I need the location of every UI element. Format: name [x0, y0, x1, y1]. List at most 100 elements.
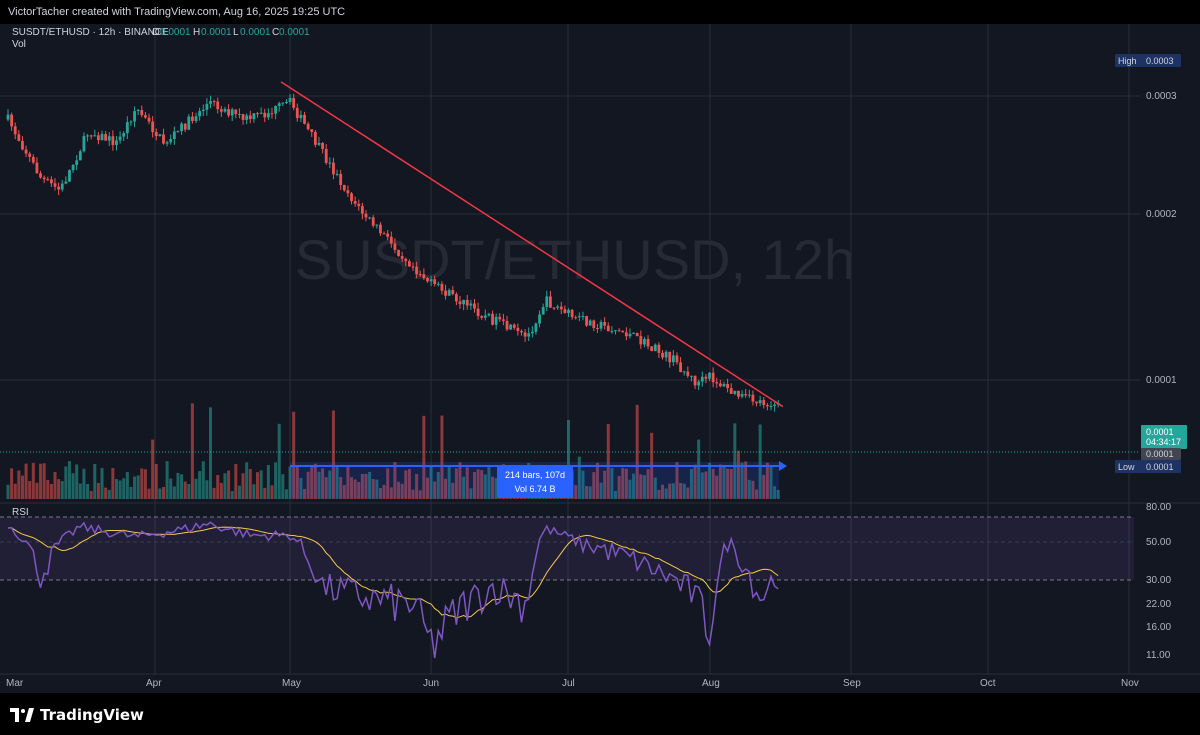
tradingview-logo[interactable]: TradingView	[10, 704, 144, 726]
volume-bar	[465, 467, 469, 499]
date-price-range-tool[interactable]: 214 bars, 107d Vol 6.74 B	[290, 461, 787, 498]
candle	[682, 370, 686, 376]
volume-bar	[317, 471, 321, 499]
candle-body	[169, 139, 173, 143]
candle-body	[194, 116, 198, 121]
candle	[454, 292, 458, 306]
candle-body	[527, 333, 531, 337]
candle-body	[404, 258, 408, 262]
volume-bar	[733, 423, 737, 499]
time-axis[interactable]: Mar Apr May Jun Jul Aug Sep Oct Nov	[6, 678, 1139, 689]
candle	[530, 326, 534, 338]
volume-bar	[183, 481, 187, 499]
volume-bar	[20, 475, 24, 499]
candle-body	[751, 394, 755, 402]
volume-bar	[190, 403, 194, 499]
candle-body	[42, 177, 46, 180]
candle	[483, 309, 487, 321]
candle	[711, 367, 715, 388]
candle	[722, 381, 726, 388]
candle-body	[183, 123, 187, 130]
candle	[97, 131, 100, 145]
candle-body	[389, 236, 393, 244]
volume-bar	[581, 470, 585, 499]
candle-body	[144, 115, 147, 118]
candle-body	[502, 319, 505, 321]
candle	[259, 107, 263, 115]
chart-canvas[interactable]: SUSDT/ETHUSD, 12h SUSDT/ETHUSD · 12h · B…	[0, 24, 1200, 693]
candle-body	[93, 135, 97, 137]
candle-body	[577, 316, 581, 318]
candle-body	[635, 332, 639, 337]
candle	[379, 222, 382, 237]
volume-bar	[606, 424, 610, 499]
candle-body	[364, 213, 368, 218]
candle	[433, 275, 437, 287]
candle	[35, 157, 39, 174]
candle-body	[744, 394, 748, 396]
symbol-legend[interactable]: SUSDT/ETHUSD · 12h · BINANCE O 0.0001 H …	[12, 27, 310, 50]
volume-bar	[762, 474, 766, 499]
candle-body	[733, 390, 737, 394]
downtrend-line[interactable]	[280, 81, 784, 408]
candle	[46, 176, 50, 182]
candle	[657, 342, 661, 358]
rsi-tick-50: 50.00	[1146, 537, 1171, 548]
candle-body	[632, 332, 635, 334]
legend-close-label: C	[272, 27, 279, 38]
candle-body	[614, 330, 617, 332]
rsi-pane[interactable]: RSI 80.00 50.00 30.00 22.00 16.00 11.00	[0, 502, 1171, 661]
legend-low-label: L	[233, 27, 239, 38]
candle	[368, 216, 372, 220]
candle-body	[429, 279, 433, 282]
candle	[473, 298, 476, 313]
candle-body	[686, 371, 690, 376]
candle-body	[534, 323, 538, 332]
volume-bar	[476, 469, 480, 499]
candle-body	[715, 382, 719, 384]
price-axis[interactable]: 0.0003 0.0002 0.0001 High 0.0003 0.0001 …	[1115, 54, 1187, 473]
candle	[147, 113, 151, 125]
candle	[144, 111, 147, 119]
candle-body	[520, 331, 523, 333]
volume-bar	[60, 481, 64, 499]
candle	[624, 327, 628, 341]
candle-body	[585, 316, 588, 326]
volume-bar	[704, 471, 708, 499]
symbol-watermark: SUSDT/ETHUSD, 12h	[295, 228, 855, 291]
candle-body	[60, 183, 64, 190]
volume-bar	[415, 473, 419, 499]
candle-body	[411, 266, 415, 268]
candle-body	[650, 346, 654, 352]
volume-bar	[603, 470, 607, 499]
volume-bar	[100, 467, 104, 499]
candle	[505, 315, 509, 332]
volume-bar	[389, 487, 393, 499]
volume-bar	[661, 484, 665, 499]
candle	[617, 327, 621, 332]
candle	[458, 295, 462, 309]
legend-volume-label[interactable]: Vol	[12, 39, 26, 50]
candle	[205, 98, 209, 116]
candle	[502, 313, 505, 326]
candle-body	[198, 111, 202, 117]
candle	[136, 108, 140, 116]
candle-body	[671, 355, 675, 363]
rsi-label[interactable]: RSI	[12, 507, 29, 518]
legend-symbol[interactable]: SUSDT/ETHUSD · 12h · BINANCE	[12, 27, 169, 38]
volume-bar	[386, 468, 390, 499]
candle	[13, 122, 17, 140]
candle-body	[512, 324, 516, 328]
volume-bar	[306, 471, 310, 499]
candle	[422, 268, 426, 280]
volume-bar	[86, 483, 90, 499]
candle-body	[292, 97, 296, 108]
volume-bar	[585, 486, 589, 499]
candle	[538, 310, 541, 328]
candle-body	[140, 109, 144, 116]
candle	[274, 105, 277, 120]
volume-bar	[114, 479, 118, 499]
volume-bar	[454, 468, 458, 499]
volume-bar	[755, 489, 759, 499]
candle	[567, 308, 570, 317]
